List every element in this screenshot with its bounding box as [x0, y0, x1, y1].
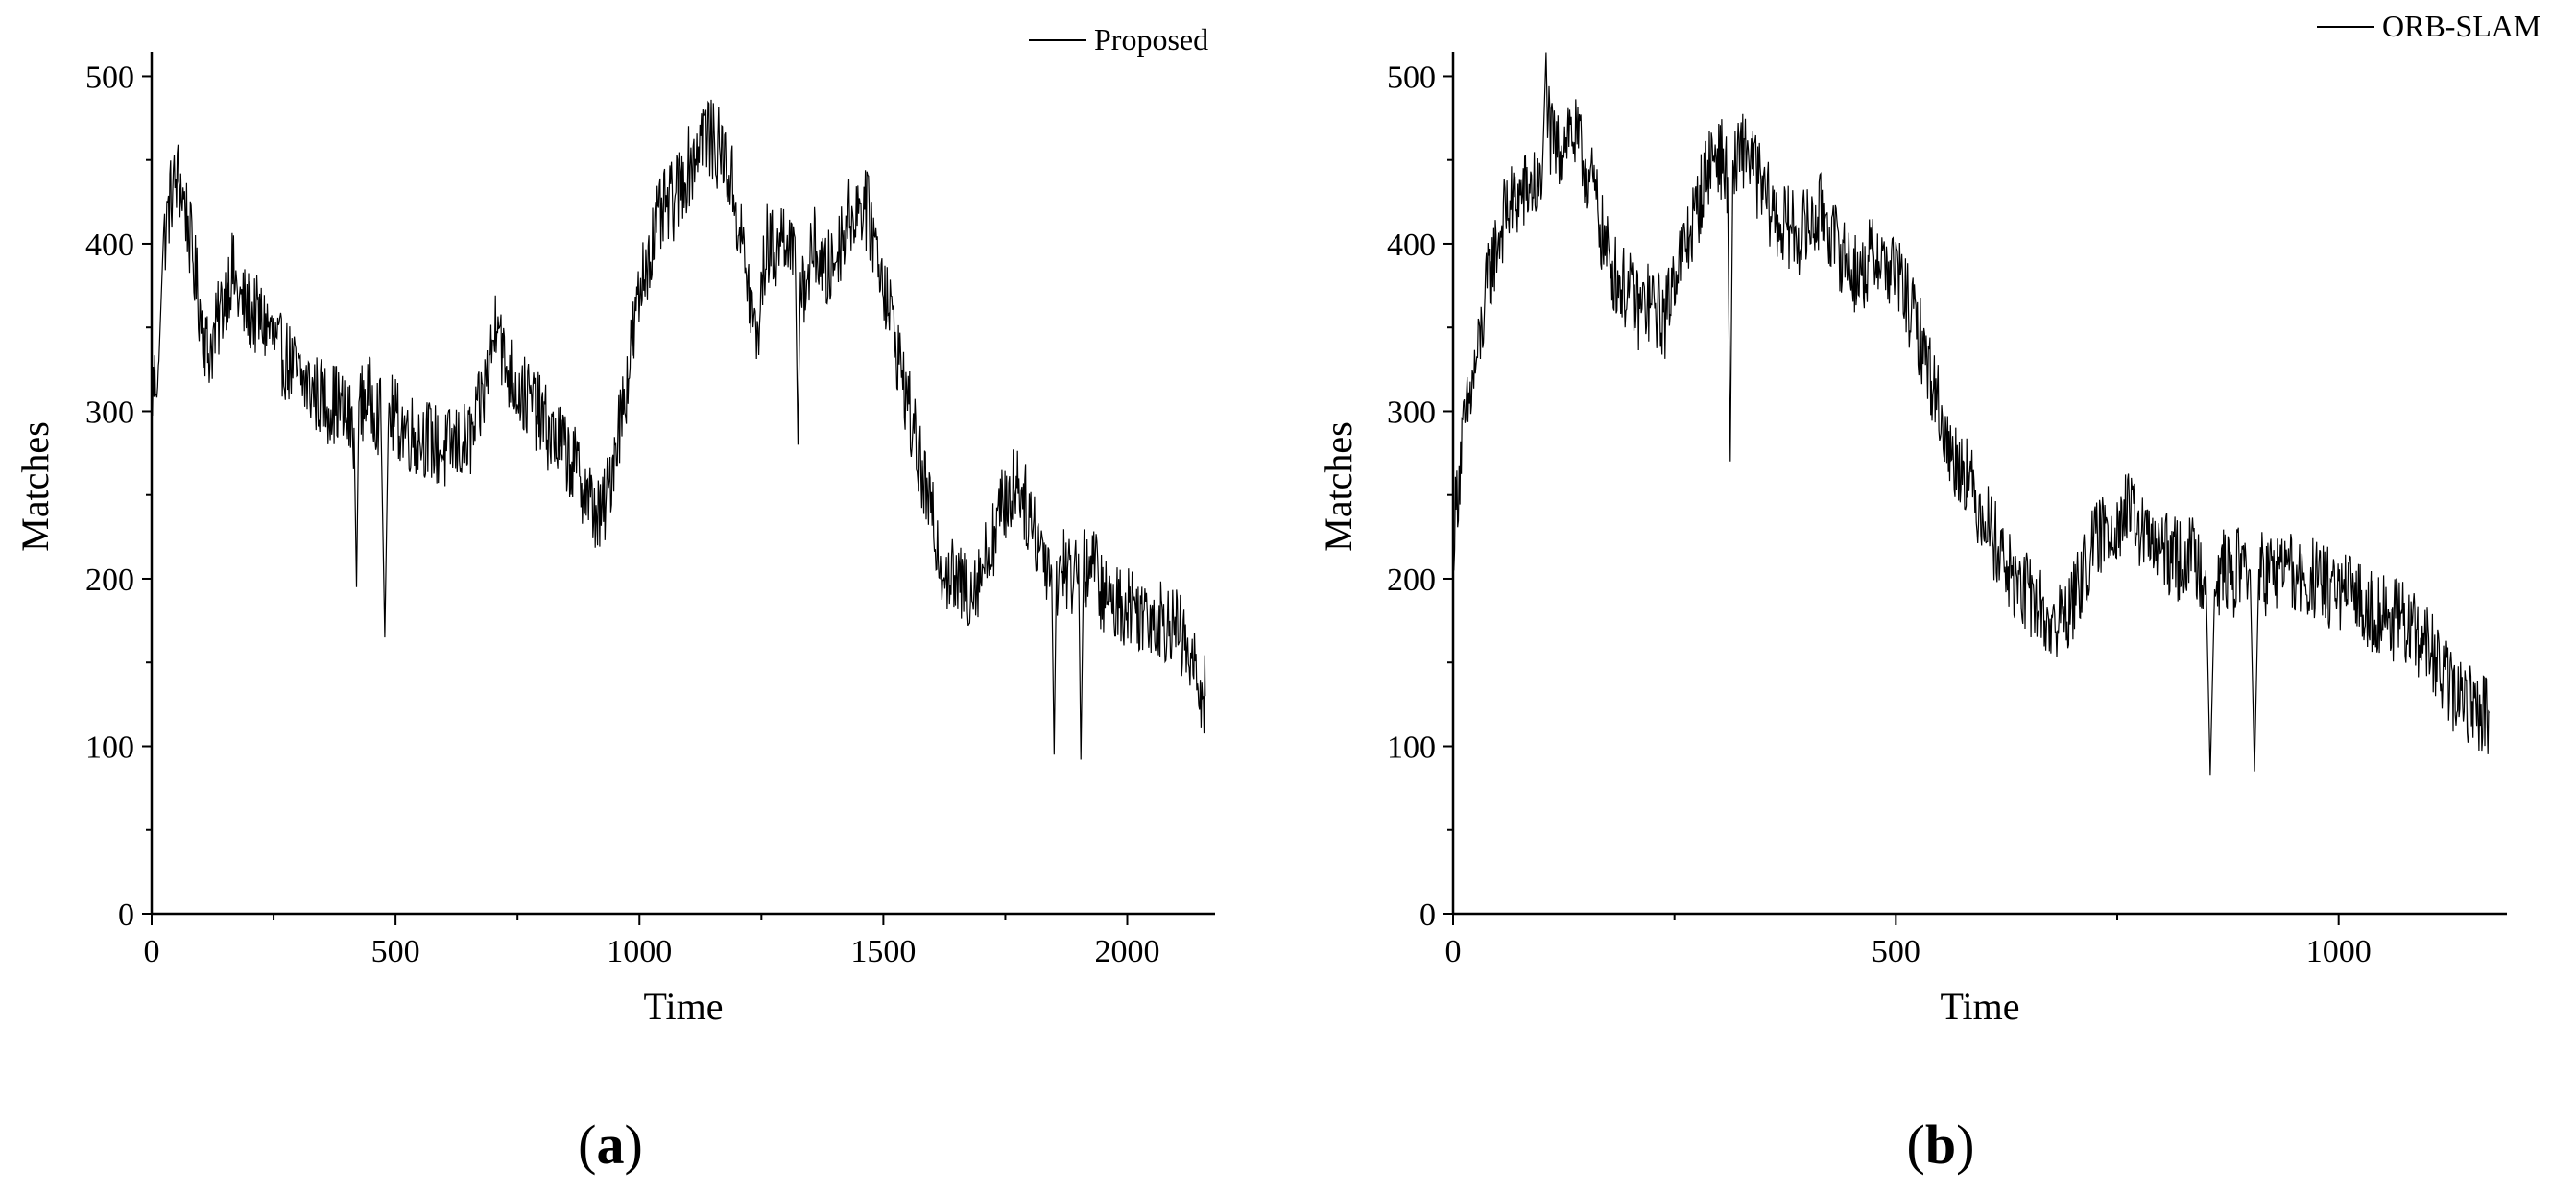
y-tick-label: 200 — [1387, 562, 1436, 598]
series-line — [1452, 52, 2491, 776]
y-tick-label: 300 — [1387, 394, 1436, 430]
panel-label: (a) — [578, 1113, 643, 1176]
y-tick-label: 500 — [1387, 60, 1436, 95]
y-tick-label: 300 — [85, 394, 134, 430]
y-tick-label: 100 — [85, 729, 134, 765]
chart-a-svg: 0 100 200 300 400 500 0 500 1000 1500 2000 Time Matc… — [13, 22, 1215, 1176]
y-tick-label: 0 — [118, 897, 134, 933]
x-axis-title: Time — [1940, 985, 2019, 1028]
y-tick-label: 100 — [1387, 729, 1436, 765]
y-tick-label: 400 — [1387, 227, 1436, 263]
series-line — [151, 99, 1206, 760]
x-tick-label: 500 — [1872, 934, 1920, 969]
chart-panel-a: 0 100 200 300 400 500 0 500 1000 1500 2000 Time Matc… — [13, 22, 1215, 1176]
panel-label: (b) — [1907, 1113, 1975, 1176]
y-axis-title: Matches — [1317, 421, 1360, 552]
y-axis-title: Matches — [13, 421, 57, 552]
y-tick-label: 0 — [1419, 897, 1436, 933]
y-tick-label: 200 — [85, 562, 134, 598]
x-tick-label: 1000 — [607, 934, 672, 969]
legend-label: Proposed — [1094, 22, 1208, 57]
legend-label: ORB-SLAM — [2382, 9, 2540, 43]
y-tick-label: 500 — [85, 60, 134, 95]
x-tick-label: 2000 — [1095, 934, 1160, 969]
y-tick-label: 400 — [85, 227, 134, 263]
chart-panel-b: 0 100 200 300 400 500 0 500 1000 Time Matches ORB-S… — [1288, 0, 2576, 1194]
x-tick-label: 500 — [371, 934, 420, 969]
x-tick-label: 1500 — [850, 934, 916, 969]
x-tick-label: 0 — [144, 934, 160, 969]
x-axis-title: Time — [643, 985, 723, 1028]
chart-b-svg: 0 100 200 300 400 500 0 500 1000 Time Matches ORB-S… — [1317, 9, 2540, 1176]
x-tick-label: 1000 — [2306, 934, 2372, 969]
x-tick-label: 0 — [1445, 934, 1462, 969]
